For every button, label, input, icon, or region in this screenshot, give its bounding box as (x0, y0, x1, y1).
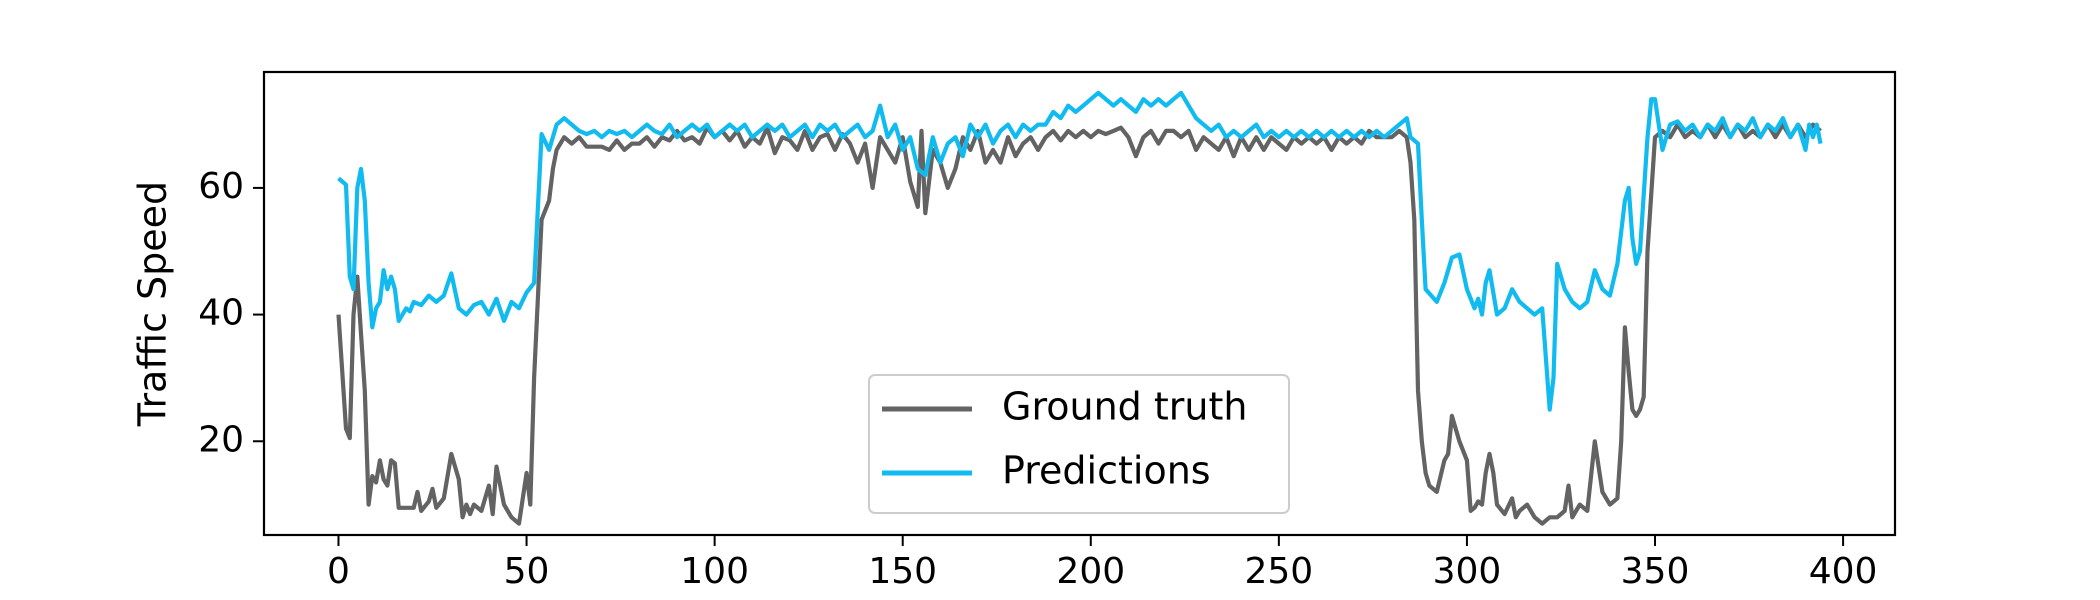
x-tick-label: 0 (327, 551, 350, 592)
x-tick-label: 100 (680, 551, 749, 592)
series-layer (336, 90, 1823, 526)
legend-box (868, 374, 1290, 514)
x-tick-label: 350 (1621, 551, 1690, 592)
legend-label-ground-truth: Ground truth (1002, 385, 1247, 429)
x-tick-label: 300 (1433, 551, 1502, 592)
legend-label-predictions: Predictions (1002, 449, 1211, 493)
x-axis: 0 50 100 150 200 250 300 350 400 (327, 535, 1877, 592)
plot-frame (262, 70, 1897, 537)
y-tick-label: 20 (198, 419, 244, 460)
y-axis: 20 40 60 (198, 166, 264, 460)
x-tick-label: 400 (1809, 551, 1878, 592)
y-axis-label: Traffic Speed (131, 181, 175, 427)
series-line-predictions (337, 90, 1823, 412)
y-tick-label: 40 (198, 293, 244, 334)
x-tick-label: 250 (1245, 551, 1314, 592)
x-tick-label: 200 (1056, 551, 1125, 592)
x-tick-label: 150 (868, 551, 937, 592)
legend: Ground truth Predictions (868, 374, 1290, 514)
series-line-ground-truth (336, 122, 1822, 526)
x-tick-label: 50 (504, 551, 550, 592)
y-tick-label: 60 (198, 166, 244, 207)
